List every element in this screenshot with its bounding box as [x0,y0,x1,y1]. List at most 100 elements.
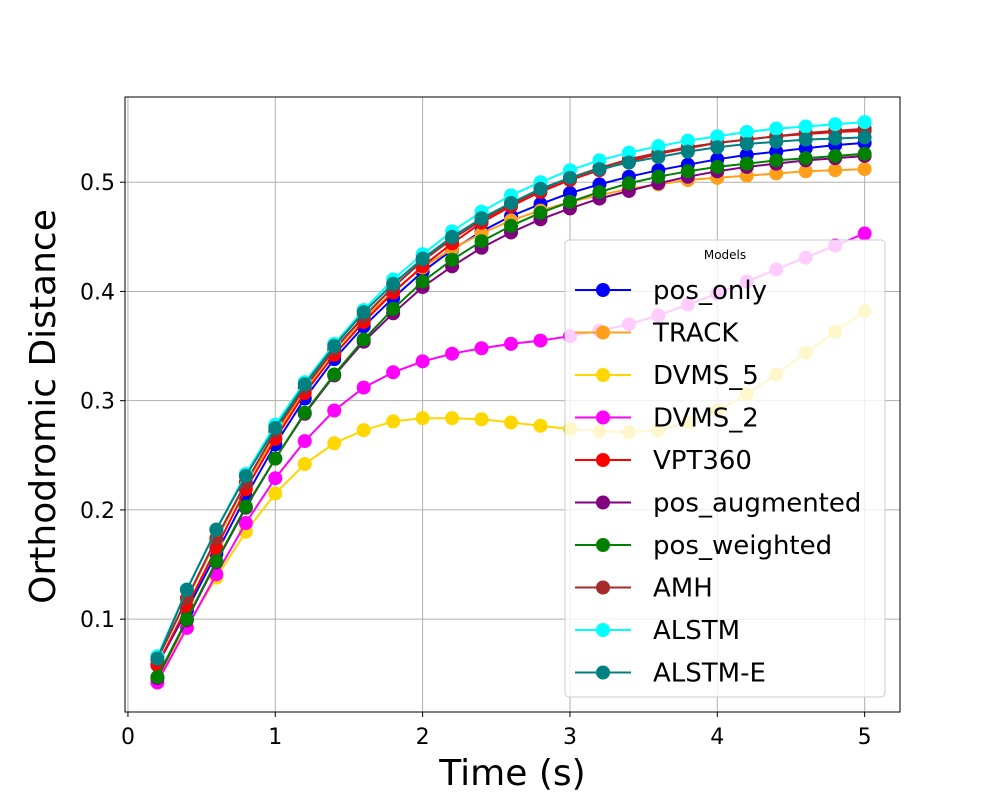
data-point [739,124,754,139]
data-point [415,274,430,289]
legend-entry: AMH [575,574,713,604]
data-point [504,218,519,233]
data-point [533,418,548,433]
series-ALSTM-E [150,130,872,666]
legend-entry: TRACK [575,319,739,349]
data-point [562,170,577,185]
data-point [356,423,371,438]
data-point [238,516,253,531]
data-point [739,156,754,171]
legend-marker [596,453,610,467]
data-point [828,131,843,146]
legend-label: pos_only [653,276,767,306]
data-point [445,346,460,361]
legend-entry: pos_augmented [575,489,861,519]
data-point [710,140,725,155]
data-point [327,436,342,451]
data-point [857,226,872,241]
data-point [680,133,695,148]
legend-label: VPT360 [653,446,752,476]
data-point [710,129,725,144]
data-point [386,365,401,380]
data-point [150,651,165,666]
data-point [769,134,784,149]
legend-label: ALSTM-E [653,659,766,689]
data-point [445,229,460,244]
legend-marker [596,623,610,637]
data-point [504,415,519,430]
legend-label: pos_augmented [653,489,861,519]
legend-entry: VPT360 [575,446,752,476]
legend-label: DVMS_2 [653,404,759,434]
data-point [710,159,725,174]
data-point [504,336,519,351]
legend-label: AMH [653,574,713,604]
data-point [415,354,430,369]
data-point [386,414,401,429]
legend-box [564,239,886,698]
data-point [445,252,460,267]
data-point [533,205,548,220]
data-point [327,367,342,382]
data-point [297,434,312,449]
data-point [680,144,695,159]
legend-label: DVMS_5 [653,361,759,391]
data-point [651,169,666,184]
data-point [769,153,784,168]
data-point [415,411,430,426]
data-point [268,420,283,435]
data-point [238,469,253,484]
legend-entry: pos_only [575,276,767,306]
data-point [327,403,342,418]
legend-marker [596,580,610,595]
data-point [533,333,548,348]
data-point [592,185,607,200]
legend-marker [596,283,610,297]
series-pos_weighted [150,146,872,685]
y-axis-label: Orthodromic Distance [23,209,64,604]
y-tick-label: 0.1 [80,608,115,633]
data-point [651,150,666,165]
data-point [474,412,489,427]
data-point [769,166,784,181]
legend-marker [596,665,610,680]
data-point [327,339,342,354]
legend-label: pos_weighted [653,531,832,561]
legend-entry: DVMS_5 [575,361,759,391]
data-point [651,139,666,154]
x-axis-label: Time (s) [438,753,585,794]
data-point [415,251,430,266]
legend-marker [596,368,610,382]
data-point [209,554,224,569]
legend-entries: pos_only TRACK DVMS_5 DVMS_2 VPT360 pos_augme… [575,276,861,689]
legend-title: Models [704,248,746,262]
data-point [533,181,548,196]
x-tick-label: 0 [121,725,135,750]
data-point [179,582,194,597]
x-tick-label: 2 [416,725,430,750]
legend-label: TRACK [652,319,739,349]
data-point [356,305,371,320]
data-point [386,276,401,291]
data-point [268,471,283,486]
legend-entry: ALSTM [575,616,740,646]
data-point [356,380,371,395]
data-point [592,162,607,177]
legend-entry: ALSTM-E [575,659,766,689]
data-point [857,146,872,161]
y-tick-label: 0.2 [80,499,115,524]
legend-marker [596,538,610,552]
y-tick-label: 0.4 [80,280,115,305]
data-point [621,155,636,170]
data-point [474,341,489,356]
data-point [268,451,283,466]
data-point [386,301,401,316]
data-point [238,499,253,514]
data-point [857,115,872,130]
data-point [297,377,312,392]
x-tick-label: 5 [858,725,872,750]
y-tick-label: 0.3 [80,390,115,415]
axis-ticks: 0 1 2 3 4 5 0.1 0.2 0.3 0.4 0.5 [80,171,872,750]
data-point [504,195,519,210]
